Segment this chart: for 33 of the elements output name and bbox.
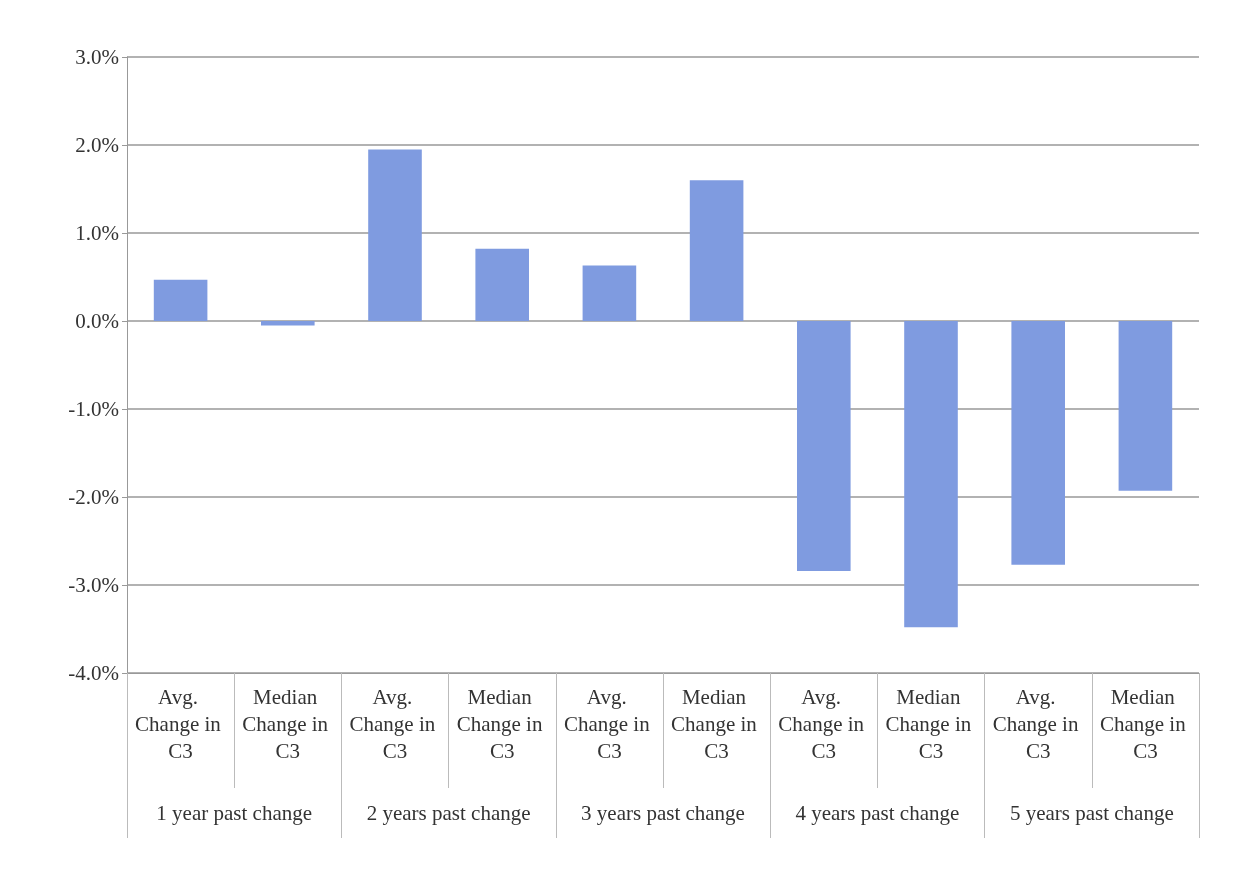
y-tick-label: -4.0% [68, 661, 119, 685]
y-tick-label: -3.0% [68, 573, 119, 597]
x-tick-label: Avg. Change in C3 [135, 684, 227, 763]
y-tick-label: 0.0% [75, 309, 119, 333]
x-tick-label: Avg. Change in C3 [563, 684, 655, 763]
y-tick-label: 2.0% [75, 133, 119, 157]
text: 3 years past change [581, 800, 745, 825]
y-tick-label: -1.0% [68, 397, 119, 421]
bar [261, 321, 315, 326]
y-tick-label: -2.0% [68, 485, 119, 509]
x-tick-label: Avg. Change in C3 [778, 684, 870, 763]
x-tick-label: Avg. Change in C3 [992, 684, 1084, 763]
bar [904, 321, 958, 628]
x-tick-label: Median Change in C3 [885, 684, 977, 763]
bar [1011, 321, 1065, 565]
bar [153, 279, 208, 321]
text: 4 years past change [795, 800, 960, 825]
bar [1118, 321, 1173, 491]
x-tick-label: Avg. Change in C3 [349, 684, 441, 763]
text: 2 years past change [366, 800, 531, 825]
x-tick-label: Median Change in C3 [1099, 684, 1191, 763]
bar [797, 321, 851, 571]
text: 5 years past change [1009, 800, 1174, 825]
y-tick-label: 3.0% [75, 45, 119, 69]
bar [475, 248, 529, 321]
x-tick-label: Median Change in C3 [671, 684, 763, 763]
bar [368, 149, 422, 321]
bar [689, 180, 744, 321]
text: 1 year past change [156, 800, 313, 825]
x-tick-label: Median Change in C3 [242, 684, 334, 763]
bar [582, 265, 637, 321]
y-tick-label: 1.0% [75, 221, 119, 245]
x-tick-label: Median Change in C3 [456, 684, 548, 763]
